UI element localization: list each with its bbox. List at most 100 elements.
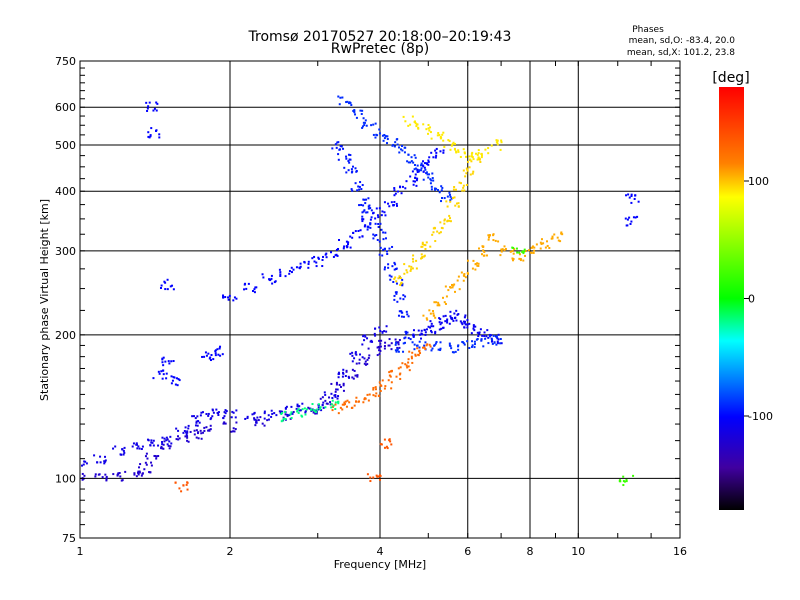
data-point: [385, 330, 388, 333]
data-point: [457, 202, 460, 205]
data-point: [439, 150, 442, 153]
data-point: [331, 405, 334, 408]
data-point: [146, 457, 149, 460]
data-point: [378, 240, 381, 243]
data-point: [410, 265, 413, 268]
data-point: [435, 187, 438, 190]
data-point: [443, 197, 446, 200]
data-point: [337, 402, 340, 405]
data-point: [199, 414, 202, 417]
data-point: [386, 138, 389, 141]
x-tick-label: 1: [77, 545, 84, 558]
data-point: [281, 419, 284, 422]
data-point: [423, 243, 426, 246]
data-point: [425, 128, 428, 131]
data-point: [214, 352, 217, 355]
data-point: [337, 95, 340, 98]
data-point: [402, 350, 405, 353]
data-point: [410, 160, 413, 163]
data-point: [161, 361, 164, 364]
data-point: [480, 253, 483, 256]
data-point: [323, 391, 326, 394]
data-point: [155, 101, 158, 104]
data-point: [477, 152, 480, 155]
data-point: [437, 301, 440, 304]
data-point: [353, 404, 356, 407]
data-point: [398, 275, 401, 278]
data-point: [358, 188, 361, 191]
data-point: [370, 209, 373, 212]
data-point: [336, 397, 339, 400]
y-axis-label: Stationary phase Virtual Height [km]: [38, 199, 51, 401]
data-point: [326, 402, 329, 405]
data-point: [210, 354, 213, 357]
data-point: [446, 319, 449, 322]
data-point: [367, 197, 370, 200]
data-point: [395, 204, 398, 207]
data-point: [418, 340, 421, 343]
data-point: [149, 444, 152, 447]
data-point: [485, 335, 488, 338]
data-point: [353, 110, 356, 113]
data-point: [435, 147, 438, 150]
data-point: [436, 304, 439, 307]
data-point: [382, 248, 385, 251]
data-point: [169, 445, 172, 448]
data-point: [94, 475, 97, 478]
data-point: [359, 181, 362, 184]
data-point: [545, 240, 548, 243]
data-point: [388, 205, 391, 208]
data-point: [531, 245, 534, 248]
data-point: [404, 336, 407, 339]
data-point: [634, 194, 637, 197]
data-point: [618, 479, 621, 482]
data-point: [368, 393, 371, 396]
data-point: [347, 169, 350, 172]
data-point: [546, 244, 549, 247]
data-point: [632, 474, 635, 477]
data-point: [438, 191, 441, 194]
data-point: [384, 214, 387, 217]
data-point: [419, 169, 422, 172]
data-point: [463, 189, 466, 192]
data-point: [255, 286, 258, 289]
chart-subtitle: RwPretec (8p): [331, 41, 429, 57]
phase-stats-header: Phases: [632, 25, 664, 35]
data-point: [373, 234, 376, 237]
data-point: [470, 155, 473, 158]
data-point: [207, 414, 210, 417]
data-point: [416, 344, 419, 347]
data-point: [349, 235, 352, 238]
data-point: [274, 280, 277, 283]
data-point: [463, 273, 466, 276]
data-point: [451, 351, 454, 354]
data-point: [423, 329, 426, 332]
data-point: [321, 265, 324, 268]
data-point: [443, 301, 446, 304]
data-point: [363, 362, 366, 365]
data-point: [344, 375, 347, 378]
data-point: [422, 160, 425, 163]
data-point: [488, 333, 491, 336]
data-point: [435, 151, 438, 154]
data-point: [504, 247, 507, 250]
data-point: [150, 127, 153, 130]
data-point: [150, 464, 153, 467]
data-point: [286, 415, 289, 418]
data-point: [439, 231, 442, 234]
data-point: [331, 409, 334, 412]
data-point: [178, 437, 181, 440]
data-point: [414, 122, 417, 125]
data-point: [427, 325, 430, 328]
data-point: [335, 383, 338, 386]
data-point: [420, 253, 423, 256]
data-point: [317, 406, 320, 409]
data-point: [342, 384, 345, 387]
data-point: [351, 170, 354, 173]
data-point: [362, 121, 365, 124]
data-point: [337, 153, 340, 156]
data-point: [369, 226, 372, 229]
data-point: [427, 176, 430, 179]
data-point: [374, 327, 377, 330]
data-point: [196, 424, 199, 427]
